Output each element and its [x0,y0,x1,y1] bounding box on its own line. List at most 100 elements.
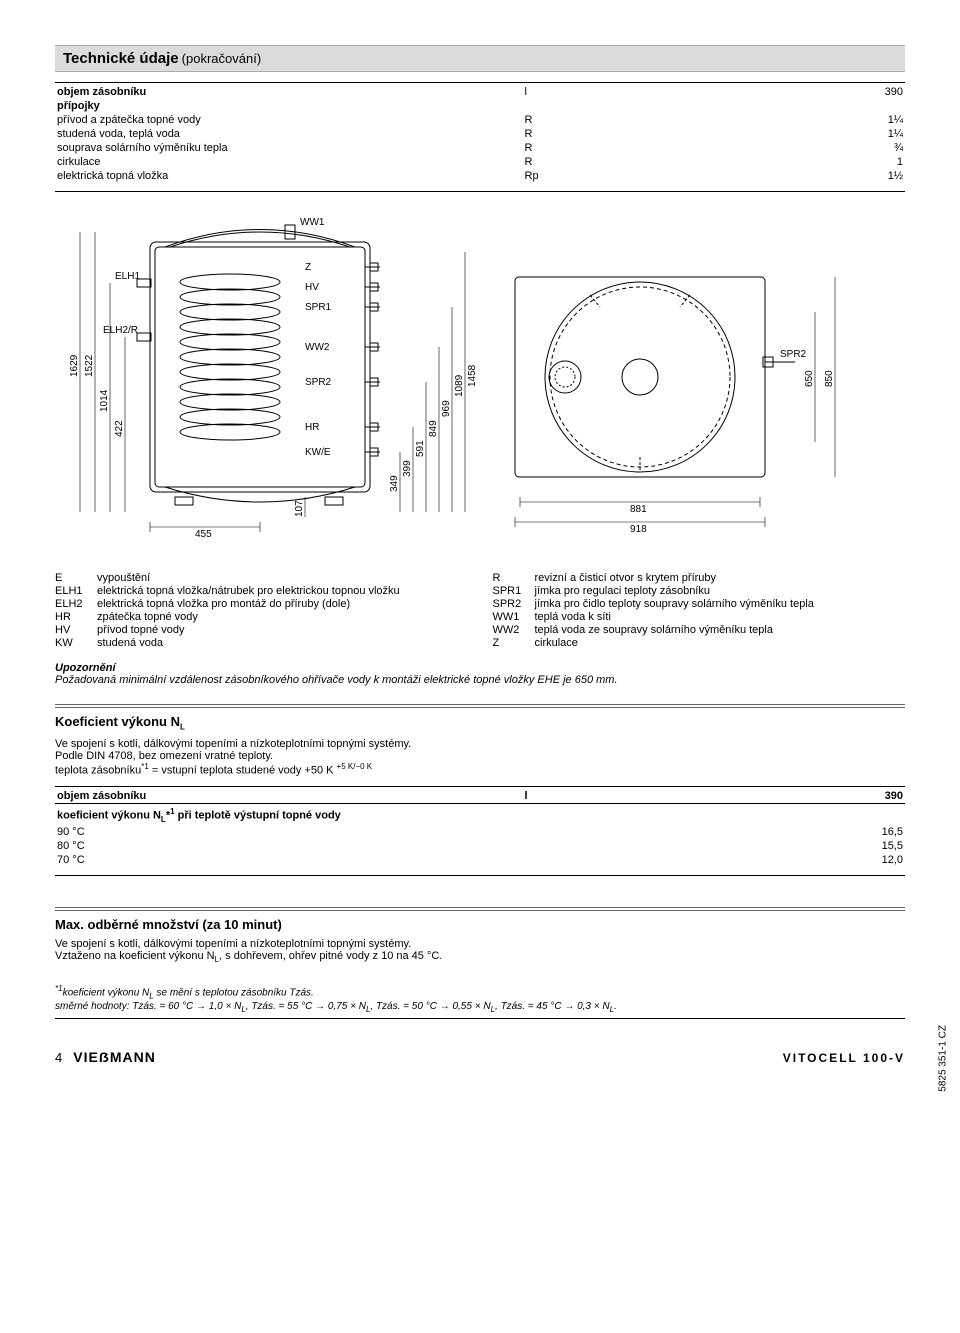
rule [55,910,905,911]
svg-text:107: 107 [294,500,305,517]
section-header: Technické údaje (pokračování) [55,45,905,72]
svg-text:881: 881 [630,504,647,515]
legend-val: studená voda [97,637,468,649]
cell: koeficient výkonu NL*1 při teplotě výstu… [55,806,905,825]
legend-key: HR [55,611,97,623]
svg-text:918: 918 [630,524,647,535]
legend-key: SPR1 [493,585,535,597]
technical-diagram: WW1 Z HV SPR1 WW2 SPR2 HR KW/E ELH1 ELH2… [55,217,905,552]
cell [523,825,651,839]
legend-val: teplá voda k síti [535,611,906,623]
brand-logo: VIEẞMANN [73,1049,156,1065]
cell: R [523,113,651,127]
rule [55,707,905,708]
svg-text:HR: HR [305,422,319,433]
cell: studená voda, teplá voda [55,127,523,141]
svg-text:399: 399 [402,460,413,477]
cell: 1 [650,155,905,169]
p: Vztaženo na koeficient výkonu NL, s dohř… [55,950,548,964]
t: *1 [141,762,149,771]
cell: 90 °C [55,825,523,839]
svg-text:1458: 1458 [467,364,475,387]
cell: R [523,155,651,169]
cell: l [523,789,651,804]
legend-val: zpátečka topné vody [97,611,468,623]
svg-text:ELH2/R: ELH2/R [103,325,138,336]
t: se mění s teplotou zásobníku Tzás. [154,988,314,999]
t: +5 K/−0 K [337,762,373,771]
t: Vztaženo na koeficient výkonu N [55,950,215,962]
t: L [180,723,185,732]
cell: Rp [523,169,651,183]
section-title-nl: Koeficient výkonu NL [55,714,905,732]
cell: 80 °C [55,839,523,853]
t: koeficient výkonu N [57,810,161,822]
rule [55,82,905,83]
cell: objem zásobníku [55,85,523,99]
p: Ve spojení s kotli, dálkovými topeními a… [55,938,548,950]
cell: 1½ [650,169,905,183]
legend-key: WW2 [493,624,535,636]
svg-text:1089: 1089 [454,374,465,397]
t: *1 [55,984,63,993]
cell: cirkulace [55,155,523,169]
svg-text:ELH1: ELH1 [115,271,140,282]
svg-text:650: 650 [804,370,815,387]
nl-paragraph: Ve spojení s kotli, dálkovými topeními a… [55,738,523,777]
cell: 12,0 [650,853,905,867]
legend-key: HV [55,624,97,636]
cell: 390 [650,789,905,804]
cell: souprava solárního výměníku tepla [55,141,523,155]
cell: 1¼ [650,127,905,141]
legend-key: ELH2 [55,598,97,610]
t: , s dohřevem, ohřev pitné vody z 10 na 4… [219,950,442,962]
t: při teplotě výstupní topné vody [175,810,341,822]
legend-val: vypouštění [97,572,468,584]
note-body: Požadovaná minimální vzdálenost zásobník… [55,674,905,686]
svg-text:WW2: WW2 [305,342,330,353]
cell: R [523,141,651,155]
legend-right: Rrevizní a čisticí otvor s krytem přírub… [493,572,906,650]
cell: l [523,85,651,99]
svg-text:1522: 1522 [84,354,95,377]
rule [55,907,905,908]
svg-text:HV: HV [305,282,319,293]
note-block: Upozornění Požadovaná minimální vzdáleno… [55,662,905,686]
legend-val: elektrická topná vložka/nátrubek pro ele… [97,585,468,597]
legend-key: ELH1 [55,585,97,597]
legend-val: revizní a čisticí otvor s krytem příruby [535,572,906,584]
p: Podle DIN 4708, bez omezení vratné teplo… [55,750,523,762]
svg-text:SPR1: SPR1 [305,302,332,313]
t: , Tzás. = 50 °C → 0,55 × N [370,1001,490,1012]
legend-key: SPR2 [493,598,535,610]
header-title: Technické údaje [63,50,179,67]
legend-key: WW1 [493,611,535,623]
header-subtitle: (pokračování) [182,51,261,66]
t: Koeficient výkonu N [55,714,180,729]
cell [523,99,651,113]
svg-text:SPR2: SPR2 [305,377,332,388]
legend-val: jímka pro regulaci teploty zásobníku [535,585,906,597]
rule [55,191,905,192]
footnote: *1koeficient výkonu NL se mění s teploto… [55,984,905,1013]
t: , Tzás. = 55 °C → 0,75 × N [246,1001,366,1012]
svg-text:849: 849 [428,420,439,437]
legend-key: E [55,572,97,584]
svg-text:850: 850 [824,370,835,387]
cell: 16,5 [650,825,905,839]
legend-key: R [493,572,535,584]
cell: R [523,127,651,141]
legend-val: jímka pro čidlo teploty soupravy solární… [535,598,906,610]
product-name: VITOCELL 100-V [783,1051,905,1065]
svg-text:1629: 1629 [69,354,80,377]
t: teplota zásobníku [55,764,141,776]
cell: ¾ [650,141,905,155]
legend-val: přívod topné vody [97,624,468,636]
svg-text:422: 422 [114,420,125,437]
legend-val: elektrická topná vložka pro montáž do př… [97,598,468,610]
doc-code: 5825 351-1 CZ [938,1025,949,1092]
svg-text:591: 591 [415,440,426,457]
svg-text:455: 455 [195,529,212,540]
cell [523,839,651,853]
cell: 390 [650,85,905,99]
